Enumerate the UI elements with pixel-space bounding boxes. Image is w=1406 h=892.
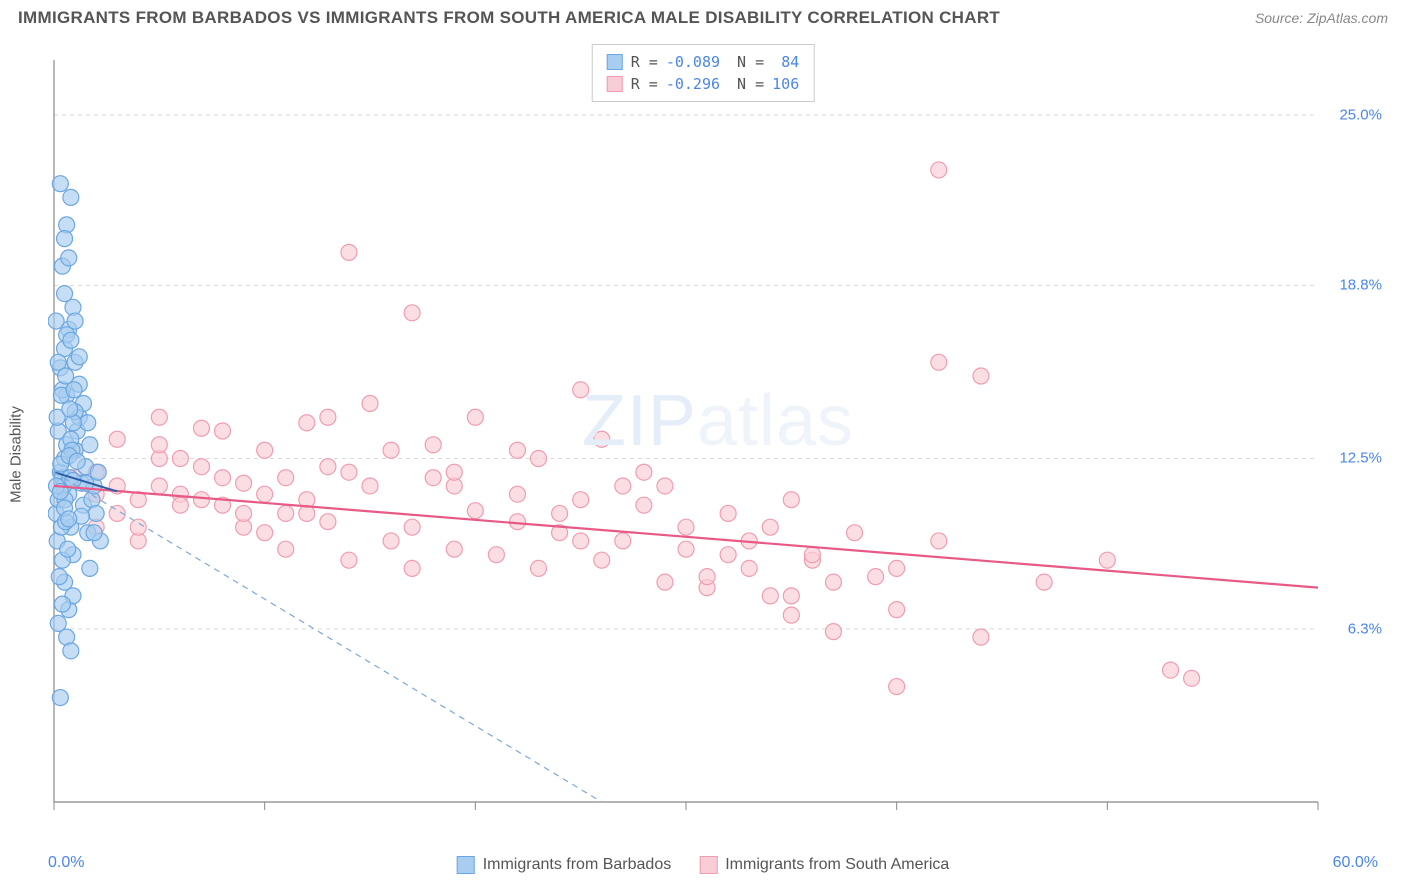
stat-r-label: R = [631,75,658,93]
x-max-label: 60.0% [1333,854,1378,872]
stat-r-value-2: -0.296 [666,75,720,93]
stat-n-value-1: 84 [772,53,799,71]
stat-r-value-1: -0.089 [666,53,720,71]
y-tick-label: 6.3% [1348,620,1382,637]
legend-swatch-icon [699,856,717,874]
source-attribution: Source: ZipAtlas.com [1255,10,1388,26]
legend-swatch-icon [607,76,623,92]
y-tick-label: 12.5% [1339,450,1382,467]
legend-label-1: Immigrants from Barbados [483,856,672,874]
stats-legend-box: R = -0.089 N = 84 R = -0.296 N = 106 [592,44,815,102]
y-tick-label: 25.0% [1339,106,1382,123]
stat-r-label: R = [631,53,658,71]
legend-item-2: Immigrants from South America [699,856,949,874]
stats-row-series-2: R = -0.296 N = 106 [607,73,800,95]
stat-n-label: N = [728,53,764,71]
bottom-legend: Immigrants from Barbados Immigrants from… [457,856,950,874]
stat-n-label: N = [728,75,764,93]
legend-label-2: Immigrants from South America [725,856,949,874]
y-axis-label: Male Disability [8,406,25,503]
stat-n-value-2: 106 [772,75,799,93]
stats-row-series-1: R = -0.089 N = 84 [607,51,800,73]
plot-svg [48,42,1388,832]
x-min-label: 0.0% [48,854,84,872]
chart-title: IMMIGRANTS FROM BARBADOS VS IMMIGRANTS F… [18,8,1000,28]
y-tick-label: 18.8% [1339,277,1382,294]
legend-item-1: Immigrants from Barbados [457,856,672,874]
legend-swatch-icon [457,856,475,874]
legend-swatch-icon [607,54,623,70]
scatter-plot: ZIPatlas [48,42,1388,832]
